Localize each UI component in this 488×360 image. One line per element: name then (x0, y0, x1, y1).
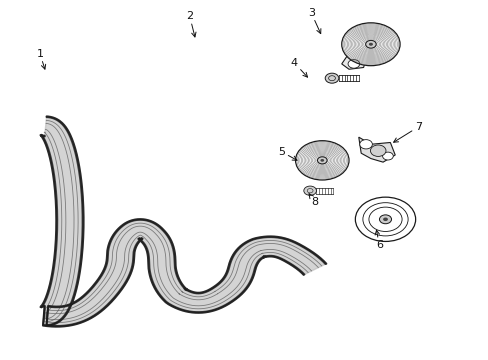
Circle shape (382, 152, 392, 160)
Text: 8: 8 (308, 194, 318, 207)
Text: 3: 3 (307, 8, 320, 33)
Text: 1: 1 (36, 49, 45, 69)
Polygon shape (41, 116, 325, 327)
Circle shape (295, 141, 348, 180)
Polygon shape (358, 137, 394, 162)
Polygon shape (41, 116, 325, 327)
Text: 6: 6 (374, 230, 382, 250)
Circle shape (368, 43, 372, 46)
Circle shape (303, 186, 316, 195)
Circle shape (341, 23, 399, 66)
Circle shape (355, 197, 415, 242)
Circle shape (317, 157, 326, 164)
Circle shape (379, 215, 391, 224)
Circle shape (382, 217, 387, 221)
Circle shape (365, 40, 375, 48)
Circle shape (359, 140, 372, 149)
Circle shape (370, 145, 385, 157)
Circle shape (325, 73, 338, 83)
Text: 4: 4 (290, 58, 307, 77)
Circle shape (347, 60, 359, 68)
Text: 7: 7 (393, 122, 421, 142)
Circle shape (320, 159, 324, 162)
Text: 5: 5 (278, 147, 296, 160)
Polygon shape (341, 53, 366, 69)
Text: 2: 2 (186, 11, 196, 37)
